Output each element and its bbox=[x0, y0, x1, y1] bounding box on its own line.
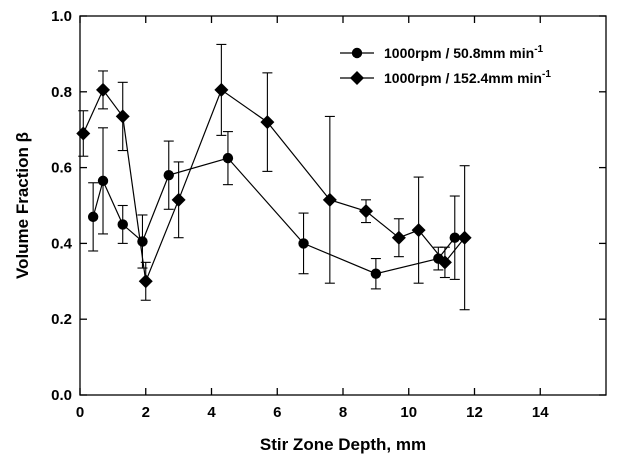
legend-marker bbox=[351, 47, 363, 59]
legend-marker bbox=[350, 71, 364, 85]
legend-label: 1000rpm / 50.8mm min-1 bbox=[384, 44, 544, 61]
legend-label: 1000rpm / 152.4mm min-1 bbox=[384, 69, 551, 86]
series-diamond bbox=[76, 43, 472, 311]
y-tick-label: 1.0 bbox=[51, 8, 72, 25]
data-point bbox=[214, 82, 229, 97]
y-axis: 0.0 0.2 0.4 0.6 0.8 1.0 bbox=[51, 8, 606, 404]
data-point bbox=[138, 274, 153, 289]
legend-label-superscript: -1 bbox=[534, 44, 543, 55]
x-axis: 0 2 4 6 8 10 12 14 bbox=[76, 16, 549, 421]
legend: 1000rpm / 50.8mm min-1 1000rpm / 152.4mm … bbox=[340, 44, 551, 86]
x-tick-label: 8 bbox=[339, 404, 347, 421]
x-tick-label: 2 bbox=[142, 404, 150, 421]
series-line bbox=[92, 157, 456, 275]
data-point bbox=[449, 232, 460, 243]
x-tick-label: 4 bbox=[207, 404, 216, 421]
x-tick-label: 12 bbox=[466, 404, 483, 421]
data-point bbox=[457, 230, 472, 245]
y-tick-label: 0.2 bbox=[51, 311, 72, 328]
data-point bbox=[115, 109, 130, 124]
y-tick-label: 0.0 bbox=[51, 387, 72, 404]
data-point bbox=[370, 268, 382, 279]
x-tick-label: 6 bbox=[273, 404, 281, 421]
x-tick-label: 10 bbox=[400, 404, 417, 421]
legend-label-superscript: -1 bbox=[542, 69, 551, 80]
x-tick-label: 0 bbox=[76, 404, 84, 421]
y-tick-label: 0.8 bbox=[51, 84, 72, 101]
data-point bbox=[163, 169, 174, 181]
data-point bbox=[437, 255, 452, 270]
series-line bbox=[82, 88, 466, 284]
data-point bbox=[260, 115, 275, 130]
series-layer bbox=[76, 43, 472, 311]
data-point bbox=[391, 230, 406, 245]
data-point bbox=[97, 175, 109, 187]
y-tick-label: 0.6 bbox=[51, 160, 72, 177]
data-point bbox=[222, 152, 234, 164]
legend-item: 1000rpm / 152.4mm min-1 bbox=[340, 69, 551, 86]
legend-item: 1000rpm / 50.8mm min-1 bbox=[340, 44, 544, 61]
y-tick-label: 0.4 bbox=[51, 235, 73, 252]
data-point bbox=[359, 204, 374, 219]
x-tick-label: 14 bbox=[532, 404, 549, 421]
data-point bbox=[411, 223, 426, 238]
data-point bbox=[87, 211, 99, 223]
data-point bbox=[137, 236, 148, 247]
x-axis-title: Stir Zone Depth, mm bbox=[260, 435, 426, 454]
data-point bbox=[322, 192, 337, 207]
data-point bbox=[117, 219, 128, 230]
data-point bbox=[171, 192, 186, 207]
data-point bbox=[96, 82, 111, 97]
data-point bbox=[76, 126, 91, 141]
y-axis-title: Volume Fraction β bbox=[13, 132, 32, 279]
data-point bbox=[298, 238, 309, 249]
